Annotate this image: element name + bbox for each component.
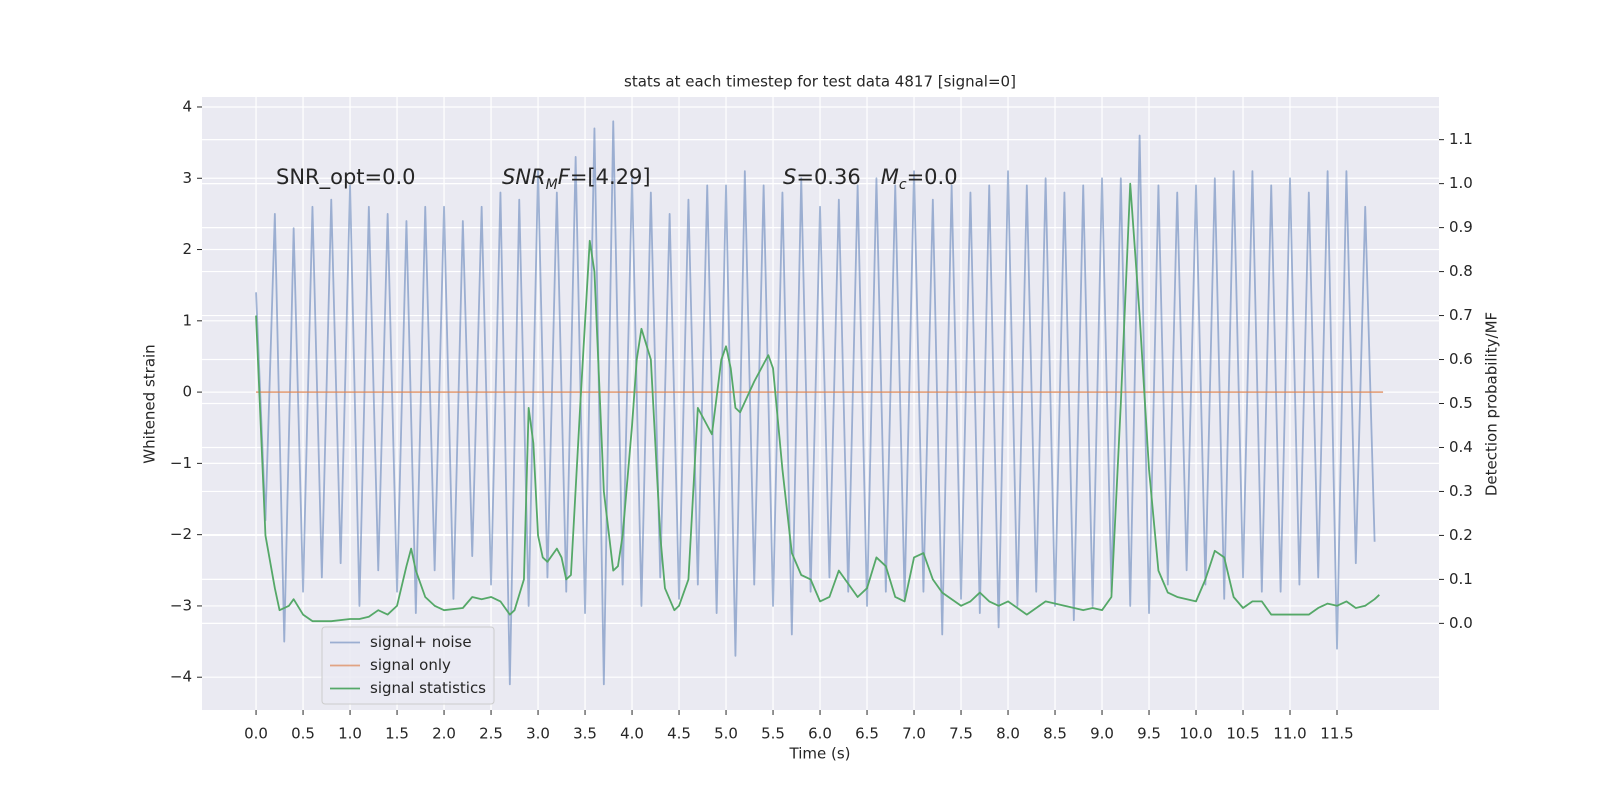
x-tick-label: 4.0	[620, 725, 644, 743]
x-tick-label: 10.0	[1179, 725, 1212, 743]
x-tick-label: 9.0	[1090, 725, 1114, 743]
x-tick-label: 7.0	[902, 725, 926, 743]
y2-axis-label: Detection probability/MF	[1483, 312, 1501, 496]
legend: signal+ noise signal only signal statistic…	[321, 626, 495, 705]
x-tick-label: 2.0	[432, 725, 456, 743]
legend-label: signal statistics	[370, 679, 486, 697]
y2-tick-label: 0.6	[1449, 350, 1473, 368]
annotation-part: SNR_opt=0.0	[276, 165, 416, 190]
y-tick-label: 4	[182, 97, 192, 115]
legend-label: signal+ noise	[370, 633, 472, 651]
y2-tick-label: 0.1	[1449, 570, 1473, 588]
x-tick-label: 0.0	[244, 725, 268, 743]
annotation-part: M	[546, 177, 558, 193]
annotation-part: =0.0	[907, 165, 958, 189]
annotation: SNR_opt=0.0	[276, 165, 416, 190]
legend-label: signal only	[370, 656, 451, 674]
x-tick-label: 11.0	[1273, 725, 1306, 743]
y2-tick-label: 0.5	[1449, 394, 1473, 412]
annotation-part: S	[783, 165, 796, 189]
x-tick-label: 8.5	[1043, 725, 1067, 743]
y2-tick-label: 0.2	[1449, 526, 1473, 544]
x-tick-label: 10.5	[1226, 725, 1259, 743]
y2-tick-label: 0.9	[1449, 218, 1473, 236]
x-tick-label: 5.5	[761, 725, 785, 743]
annotation-part: =0.36	[796, 165, 880, 189]
x-tick-label: 5.0	[714, 725, 738, 743]
y-tick-label: 2	[182, 240, 192, 258]
annotation-part: SNR	[502, 165, 546, 189]
y-axis-label: Whitened strain	[141, 344, 159, 463]
x-tick-label: 6.5	[855, 725, 879, 743]
y-tick-label: −2	[170, 525, 192, 543]
y2-tick-label: 1.0	[1449, 174, 1473, 192]
y2-tick-label: 1.1	[1449, 130, 1473, 148]
y-tick-label: −1	[170, 454, 192, 472]
x-tick-label: 7.5	[949, 725, 973, 743]
y2-tick-label: 0.7	[1449, 306, 1473, 324]
legend-box	[321, 626, 495, 705]
y2-tick-label: 0.3	[1449, 482, 1473, 500]
y-tick-label: 0	[182, 383, 192, 401]
x-tick-label: 3.0	[526, 725, 550, 743]
x-axis-label: Time (s)	[789, 745, 851, 763]
y-tick-label: −3	[170, 596, 192, 614]
x-tick-label: 1.5	[385, 725, 409, 743]
ticks: 0.0 0.5 1.0 1.5 2.0 2.5 3.0 3.5 4.0 4.5 5.0 5.5 6.0 6…	[170, 97, 1473, 742]
x-tick-label: 2.5	[479, 725, 503, 743]
x-tick-label: 11.5	[1320, 725, 1353, 743]
annotation: SNRMF=[4.29]	[502, 165, 651, 193]
series-line	[255, 120, 1376, 686]
y2-tick-label: 0.8	[1449, 262, 1473, 280]
y-tick-label: 3	[182, 169, 192, 187]
x-tick-label: 3.5	[573, 725, 597, 743]
annotation-part: M	[881, 165, 899, 189]
annotation-part: F	[558, 165, 571, 189]
annotation: S=0.36 Mc=0.0	[783, 165, 958, 193]
y-tick-label: 1	[182, 311, 192, 329]
series-line	[255, 182, 1380, 623]
x-tick-label: 0.5	[291, 725, 315, 743]
y2-tick-label: 0.0	[1449, 614, 1473, 632]
x-tick-label: 4.5	[667, 725, 691, 743]
y2-tick-label: 0.4	[1449, 438, 1473, 456]
annotation-part: =[4.29]	[570, 165, 651, 189]
x-tick-label: 8.0	[996, 725, 1020, 743]
y-tick-label: −4	[170, 668, 192, 686]
x-tick-label: 9.5	[1137, 725, 1161, 743]
x-tick-label: 1.0	[338, 725, 362, 743]
x-tick-label: 6.0	[808, 725, 832, 743]
annotation-part: c	[899, 177, 907, 193]
chart-title: stats at each timestep for test data 481…	[624, 73, 1016, 91]
